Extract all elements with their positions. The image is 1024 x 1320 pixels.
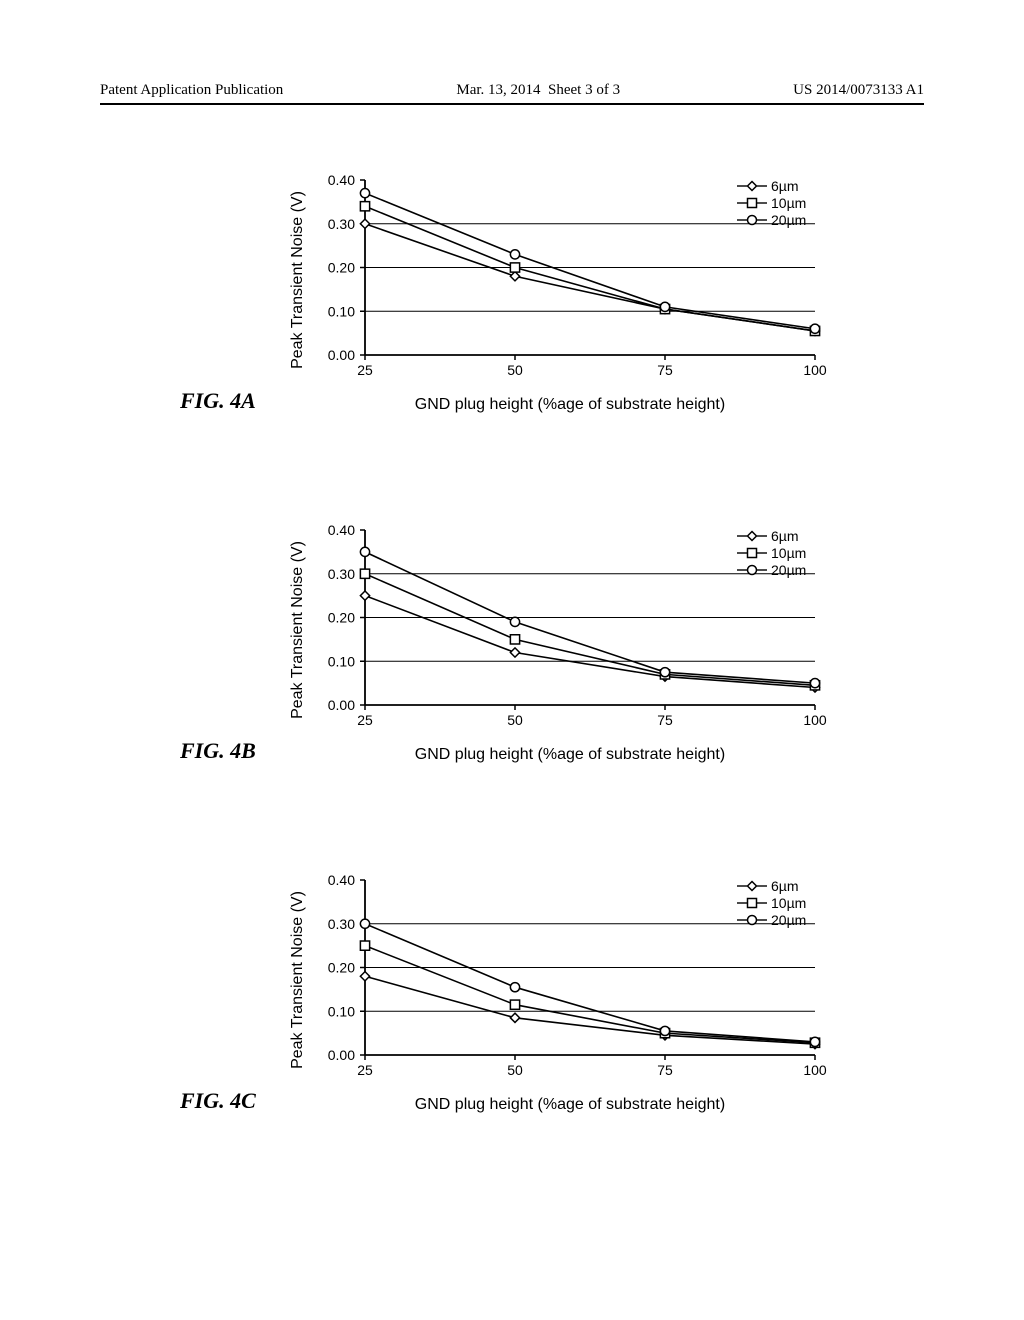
patent-header: Patent Application Publication Mar. 13, …	[100, 82, 924, 105]
svg-text:25: 25	[357, 712, 373, 728]
svg-text:10µm: 10µm	[771, 195, 806, 211]
header-left: Patent Application Publication	[100, 82, 283, 99]
svg-text:0.10: 0.10	[328, 1003, 355, 1019]
svg-text:6µm: 6µm	[771, 178, 799, 194]
figure-label: FIG. 4A	[180, 388, 256, 414]
figure-label: FIG. 4C	[180, 1088, 256, 1114]
svg-text:25: 25	[357, 1062, 373, 1078]
svg-text:0.20: 0.20	[328, 260, 355, 276]
y-axis-label: Peak Transient Noise (V)	[288, 520, 308, 740]
y-axis-label-text: Peak Transient Noise (V)	[289, 191, 307, 369]
svg-text:6µm: 6µm	[771, 528, 799, 544]
svg-text:0.20: 0.20	[328, 960, 355, 976]
svg-text:100: 100	[803, 712, 827, 728]
svg-text:100: 100	[803, 1062, 827, 1078]
svg-text:75: 75	[657, 712, 673, 728]
header-center: Mar. 13, 2014 Sheet 3 of 3	[456, 82, 620, 99]
svg-text:0.30: 0.30	[328, 916, 355, 932]
chart-plot-area: 0.00 0.10 0.20 0.30 0.40 25 50 75 100 6µm10µm20µm	[310, 870, 830, 1090]
svg-text:100: 100	[803, 362, 827, 378]
chart-fig4c: Peak Transient Noise (V) 0.00 0.10 0.20 0.30…	[180, 870, 860, 1114]
svg-text:0.10: 0.10	[328, 653, 355, 669]
svg-text:0.00: 0.00	[328, 1047, 355, 1063]
chart-fig4a: Peak Transient Noise (V) 0.00 0.10 0.20 0.30…	[180, 170, 860, 414]
chart-plot-area: 0.00 0.10 0.20 0.30 0.40 25 50 75 100 6µm10µm20µm	[310, 170, 830, 390]
svg-text:0.40: 0.40	[328, 172, 355, 188]
header-right: US 2014/0073133 A1	[793, 82, 924, 99]
y-axis-label-text: Peak Transient Noise (V)	[289, 891, 307, 1069]
svg-text:75: 75	[657, 362, 673, 378]
y-axis-label: Peak Transient Noise (V)	[288, 170, 308, 390]
chart-fig4b: Peak Transient Noise (V) 0.00 0.10 0.20 0.30…	[180, 520, 860, 764]
y-axis-label-text: Peak Transient Noise (V)	[289, 541, 307, 719]
svg-text:0.10: 0.10	[328, 303, 355, 319]
svg-text:50: 50	[507, 1062, 523, 1078]
svg-text:25: 25	[357, 362, 373, 378]
x-axis-label: GND plug height (%age of substrate heigh…	[310, 1096, 830, 1114]
x-axis-label: GND plug height (%age of substrate heigh…	[310, 746, 830, 764]
svg-text:0.30: 0.30	[328, 566, 355, 582]
svg-text:50: 50	[507, 712, 523, 728]
svg-text:10µm: 10µm	[771, 895, 806, 911]
svg-text:0.00: 0.00	[328, 697, 355, 713]
svg-text:75: 75	[657, 1062, 673, 1078]
svg-text:0.30: 0.30	[328, 216, 355, 232]
svg-text:20µm: 20µm	[771, 912, 806, 928]
x-axis-label: GND plug height (%age of substrate heigh…	[310, 396, 830, 414]
svg-text:20µm: 20µm	[771, 212, 806, 228]
svg-text:0.40: 0.40	[328, 872, 355, 888]
y-axis-label: Peak Transient Noise (V)	[288, 870, 308, 1090]
chart-plot-area: 0.00 0.10 0.20 0.30 0.40 25 50 75 100 6µm10µm20µm	[310, 520, 830, 740]
svg-text:50: 50	[507, 362, 523, 378]
svg-text:6µm: 6µm	[771, 878, 799, 894]
svg-text:10µm: 10µm	[771, 545, 806, 561]
svg-text:20µm: 20µm	[771, 562, 806, 578]
svg-text:0.20: 0.20	[328, 610, 355, 626]
svg-text:0.40: 0.40	[328, 522, 355, 538]
svg-text:0.00: 0.00	[328, 347, 355, 363]
figure-label: FIG. 4B	[180, 738, 256, 764]
